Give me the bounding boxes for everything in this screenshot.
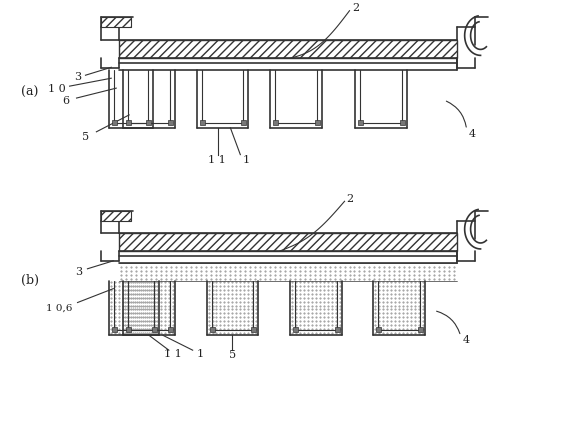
Bar — [293, 327, 298, 332]
Text: 1: 1 — [197, 349, 204, 359]
Bar — [119, 40, 456, 58]
Bar — [146, 120, 151, 125]
Text: 6: 6 — [62, 96, 69, 106]
Text: 1 0,6: 1 0,6 — [46, 304, 73, 313]
Bar — [126, 327, 131, 332]
Text: 1 1: 1 1 — [164, 349, 181, 359]
Text: 2: 2 — [346, 194, 353, 204]
Bar — [376, 327, 381, 332]
Bar — [273, 120, 278, 125]
Text: 3: 3 — [74, 72, 81, 82]
Text: (b): (b) — [21, 274, 39, 287]
Bar — [126, 120, 131, 125]
Text: 4: 4 — [463, 335, 470, 345]
Bar — [168, 120, 173, 125]
Text: 1 1: 1 1 — [208, 154, 225, 165]
Bar — [210, 327, 214, 332]
Text: 1: 1 — [243, 154, 250, 165]
Bar — [418, 327, 423, 332]
Bar — [315, 120, 320, 125]
Bar — [101, 17, 131, 27]
Bar — [358, 120, 363, 125]
Bar — [152, 327, 157, 332]
Bar — [400, 120, 405, 125]
Bar — [101, 211, 131, 221]
Bar — [335, 327, 340, 332]
Bar — [112, 327, 117, 332]
Bar — [168, 327, 173, 332]
Bar — [112, 120, 117, 125]
Text: 5: 5 — [229, 350, 236, 360]
Text: 4: 4 — [469, 129, 476, 139]
Text: 3: 3 — [75, 267, 82, 277]
Bar — [251, 327, 256, 332]
Bar — [242, 120, 246, 125]
Text: 2: 2 — [352, 3, 359, 13]
Bar — [200, 120, 205, 125]
Text: (a): (a) — [21, 86, 39, 99]
Text: 1 0: 1 0 — [48, 84, 66, 94]
Text: 5: 5 — [82, 132, 89, 142]
Bar — [119, 233, 456, 251]
